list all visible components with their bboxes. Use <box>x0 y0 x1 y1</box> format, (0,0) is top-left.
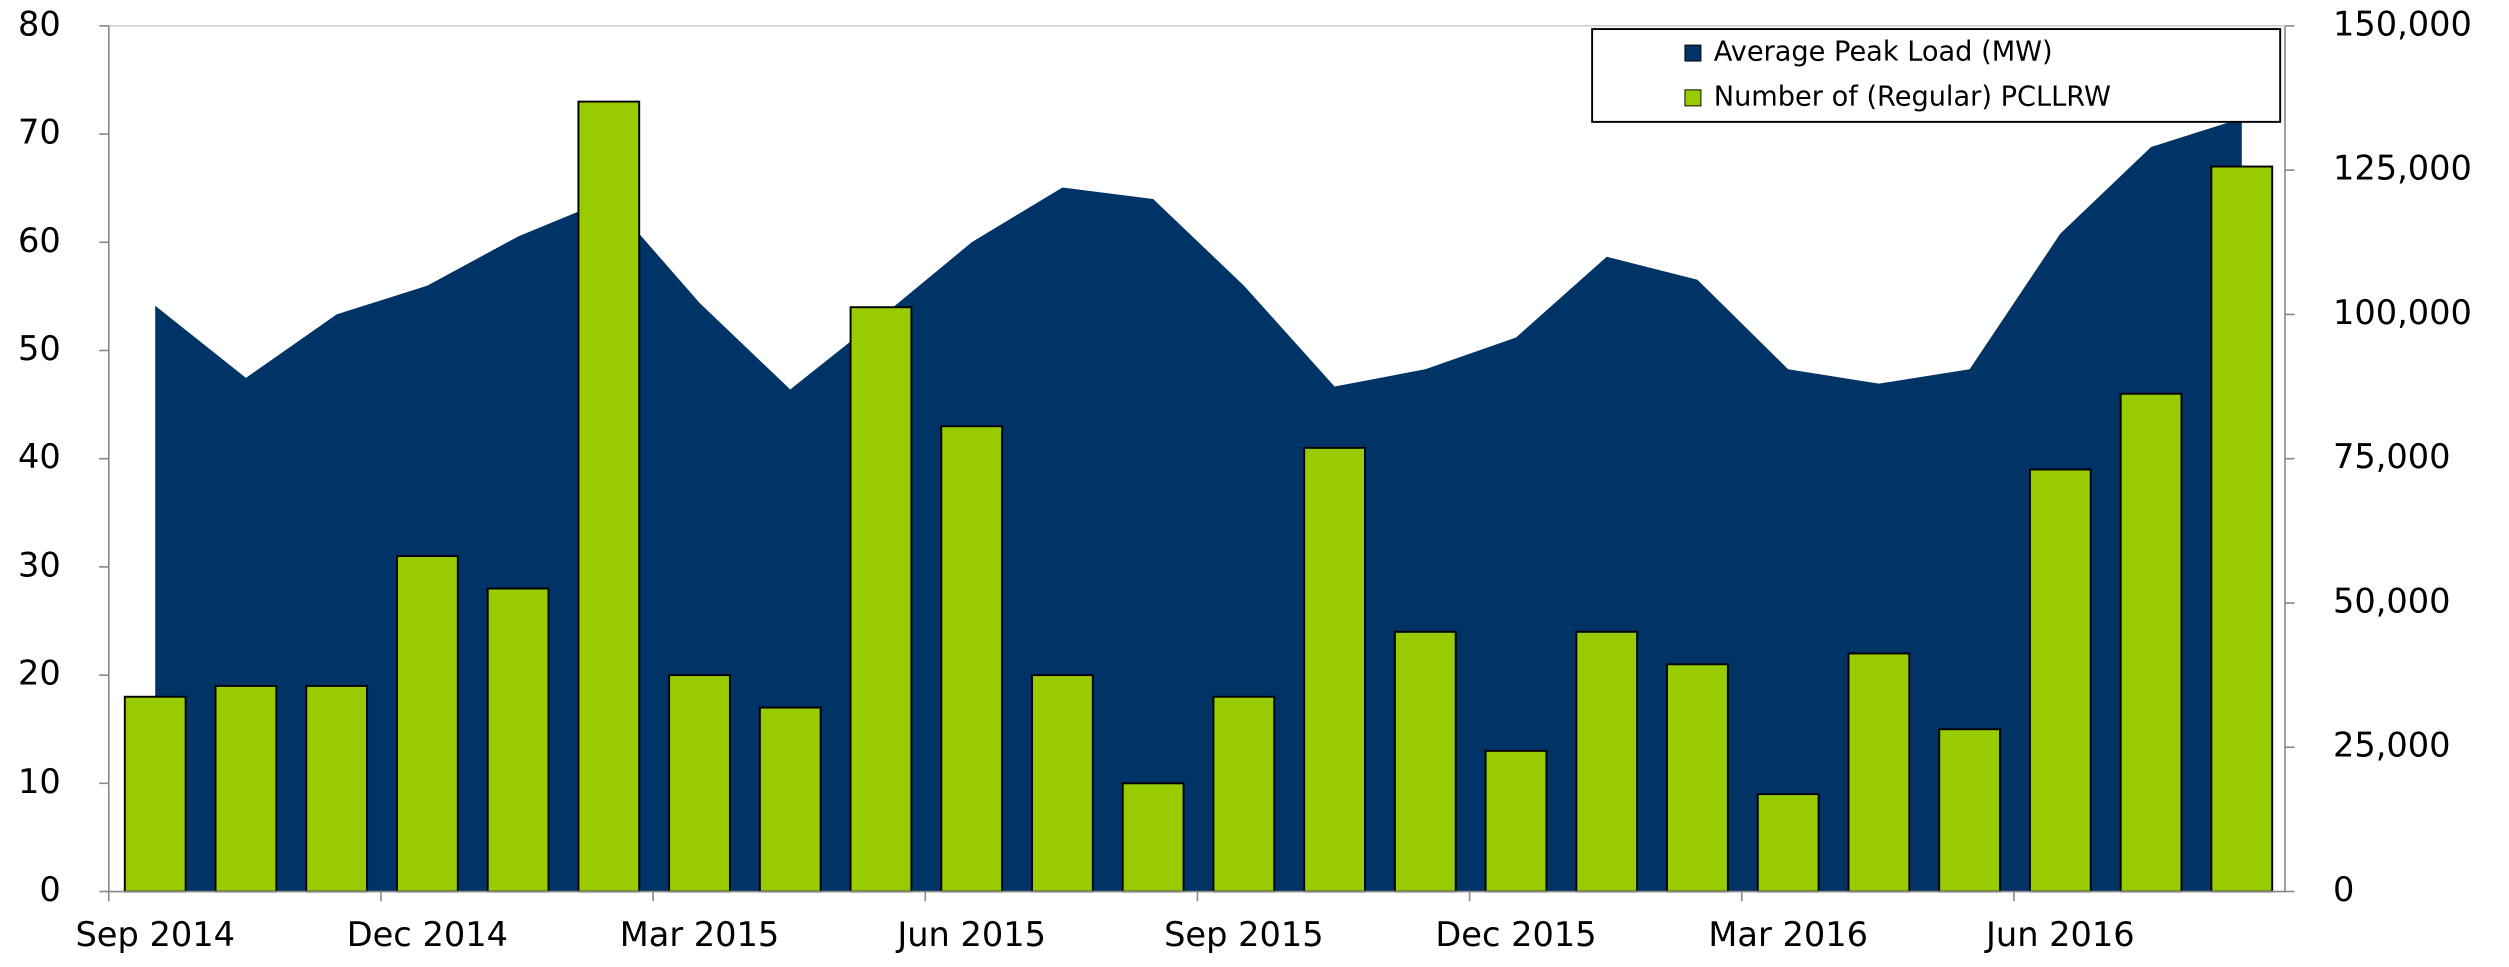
bar <box>214 684 278 893</box>
x-tick-label: Jun 2015 <box>895 915 1046 954</box>
bar <box>758 706 822 893</box>
bar <box>305 684 369 893</box>
y2-tick-label: 150,000 <box>2333 4 2472 43</box>
bar <box>486 587 550 893</box>
bar <box>1847 652 1911 893</box>
legend-swatch <box>1684 89 1702 107</box>
bar <box>1031 674 1094 893</box>
bar <box>1756 793 1820 893</box>
bar <box>396 555 459 893</box>
area <box>155 118 2242 892</box>
y-tick-label: 0 <box>39 870 60 909</box>
x-tick-label: Mar 2015 <box>620 915 780 954</box>
y-tick-label: 80 <box>18 4 61 43</box>
bar <box>1666 663 1729 893</box>
bar <box>1212 695 1276 893</box>
bar <box>2119 392 2183 893</box>
legend: Average Peak Load (MW) Number of (Regular… <box>1591 28 2282 123</box>
x-tick-label: Mar 2016 <box>1708 915 1868 954</box>
x-tick-label: Dec 2014 <box>347 915 508 954</box>
bar <box>2210 165 2274 893</box>
bar <box>2028 468 2092 893</box>
y-tick-label: 20 <box>18 654 61 693</box>
bar <box>668 674 731 893</box>
y2-tick-label: 100,000 <box>2333 293 2472 332</box>
y-tick-label: 70 <box>18 113 61 152</box>
bar <box>1575 630 1639 893</box>
legend-label: Average Peak Load (MW) <box>1714 37 2053 68</box>
bar <box>940 425 1004 893</box>
bar <box>1393 630 1457 893</box>
legend-swatch <box>1684 44 1702 62</box>
y-tick-label: 10 <box>18 762 61 801</box>
bar <box>1303 446 1366 893</box>
y2-tick-label: 25,000 <box>2333 726 2451 765</box>
bar <box>1121 782 1185 893</box>
legend-label: Number of (Regular) PCLLRW <box>1714 81 2111 112</box>
x-tick-label: Jun 2016 <box>1984 915 2135 954</box>
y2-tick-label: 0 <box>2333 870 2354 909</box>
y2-tick-label: 50,000 <box>2333 581 2451 620</box>
x-tick-label: Sep 2015 <box>1164 915 1324 954</box>
bar <box>1938 728 2001 893</box>
x-tick-label: Sep 2014 <box>75 915 234 954</box>
y-tick-label: 40 <box>18 437 61 476</box>
y-tick-label: 50 <box>18 329 61 368</box>
y2-tick-label: 125,000 <box>2333 149 2472 188</box>
bar <box>123 695 187 893</box>
bar <box>577 100 641 893</box>
y2-tick-label: 75,000 <box>2333 437 2451 476</box>
bar <box>1484 749 1548 893</box>
bar <box>849 306 913 893</box>
y-tick-label: 60 <box>18 221 61 260</box>
legend-box <box>1591 28 2282 123</box>
x-tick-label: Dec 2015 <box>1435 915 1596 954</box>
y-tick-label: 30 <box>18 545 61 584</box>
